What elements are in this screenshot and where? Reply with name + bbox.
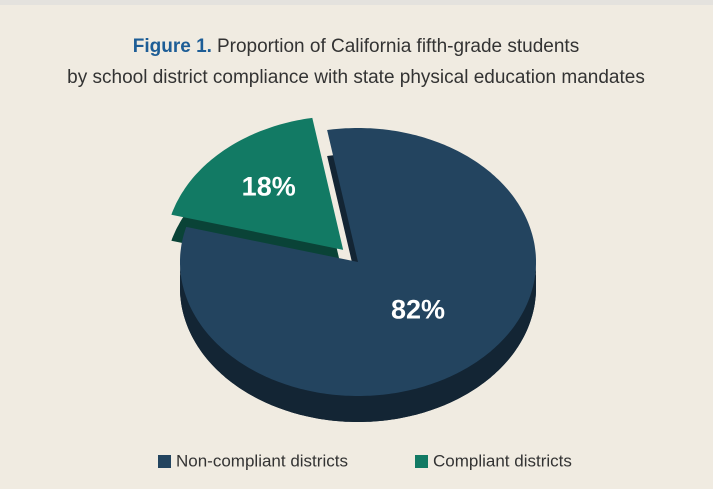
legend-label: Compliant districts bbox=[433, 451, 572, 470]
pie-slice bbox=[180, 128, 536, 396]
top-border bbox=[0, 0, 713, 5]
legend-swatch bbox=[158, 455, 171, 468]
figure-label: Figure 1. bbox=[133, 36, 212, 57]
data-label: 82% bbox=[391, 295, 445, 325]
slice-side bbox=[180, 262, 536, 422]
title-line: Proportion of California fifth-grade stu… bbox=[217, 36, 579, 57]
chart-title: Figure 1. Proportion of California fifth-… bbox=[133, 36, 579, 57]
data-label: 18% bbox=[242, 172, 296, 202]
legend-label: Non-compliant districts bbox=[176, 451, 348, 470]
pie-slice bbox=[171, 117, 344, 250]
legend-swatch bbox=[415, 455, 428, 468]
title-line: by school district compliance with state… bbox=[67, 67, 645, 88]
